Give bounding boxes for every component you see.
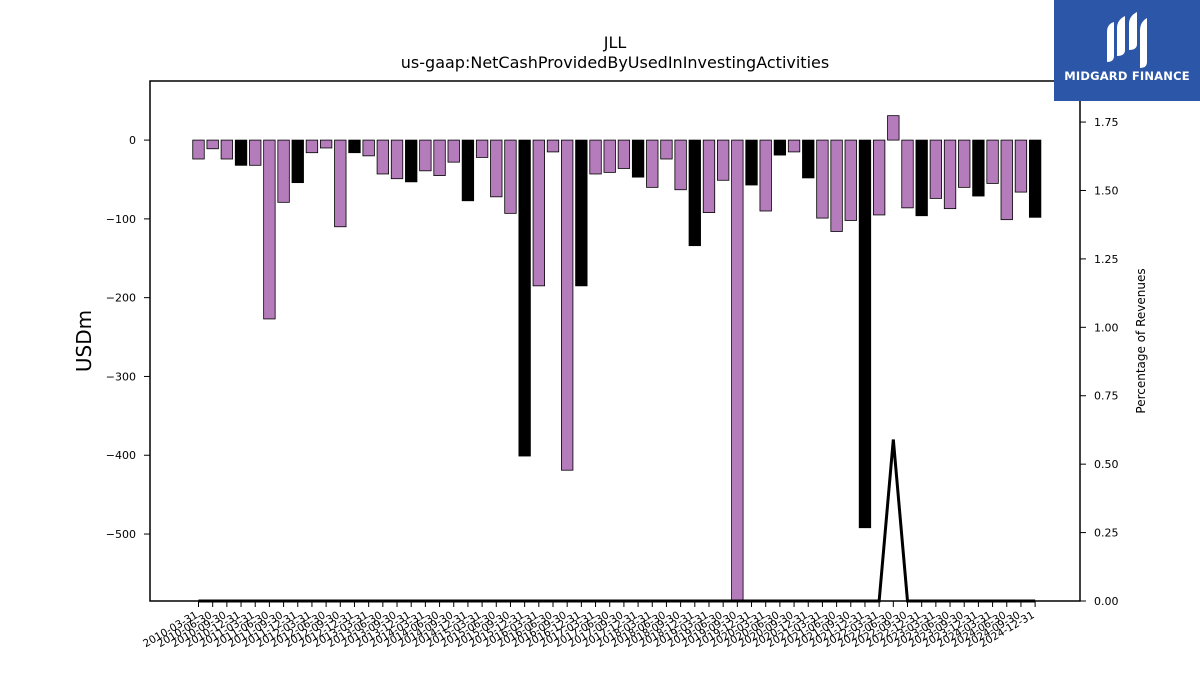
bar-2011-06-30 (263, 139, 276, 320)
bar-2016-03-31 (532, 139, 545, 287)
bar-2016-12-31 (575, 139, 588, 287)
y-tick-label: −200 (106, 292, 136, 305)
bar-2013-09-30 (390, 139, 404, 180)
bar-2022-06-30 (887, 115, 900, 141)
y2-axis: 0.00 0.25 0.50 0.75 1.00 1.25 1.50 1.75 (1080, 116, 1119, 608)
logo-text: MIDGARD FINANCE (1064, 69, 1190, 83)
bar-2017-12-31 (631, 139, 645, 178)
ratio-line (198, 439, 1036, 603)
y-tick-label: −100 (106, 213, 136, 226)
bar-2018-09-30 (674, 139, 687, 191)
bar-2010-09-30 (220, 139, 234, 160)
bar-2020-09-30 (787, 139, 801, 153)
bar-2012-03-31 (305, 139, 319, 154)
bar-2017-03-31 (589, 139, 602, 175)
y2-tick-label: 1.75 (1094, 116, 1119, 129)
bar-2014-09-30 (447, 139, 460, 163)
bar-2015-06-30 (490, 139, 503, 198)
y2-tick-label: 0.00 (1094, 595, 1119, 608)
midgard-finance-logo: MIDGARD FINANCE (1054, 0, 1200, 101)
plot-frame (149, 80, 1081, 602)
bar-2015-12-31 (518, 139, 531, 457)
bar-2018-06-30 (660, 139, 673, 160)
bar-2022-03-31 (872, 139, 886, 216)
bar-2022-12-31 (915, 139, 928, 217)
y-axis-label: USDm (72, 310, 96, 372)
bar-2011-03-31 (249, 139, 262, 166)
bar-2014-12-31 (461, 139, 475, 202)
bar-2019-06-30 (717, 139, 730, 181)
y2-axis-label: Percentage of Revenues (1134, 268, 1148, 413)
bar-2018-03-31 (646, 139, 659, 188)
bar-2019-09-30 (731, 139, 744, 601)
bar-2023-03-31 (929, 139, 943, 199)
chart-title-metric: us-gaap:NetCashProvidedByUsedInInvesting… (401, 53, 829, 72)
bar-2021-09-30 (844, 139, 857, 221)
y-tick-label: −400 (106, 449, 136, 462)
chart-title-company: JLL (603, 33, 627, 52)
bar-2023-12-31 (972, 139, 985, 197)
bar-2014-03-31 (419, 139, 432, 172)
y2-tick-label: 1.00 (1094, 321, 1119, 334)
bar-2010-03-31 (192, 139, 205, 160)
bar-2019-12-31 (745, 139, 758, 186)
y2-tick-label: 0.75 (1094, 390, 1119, 403)
bar-2011-12-31 (291, 139, 304, 184)
y-tick-label: −500 (106, 528, 136, 541)
bar-2010-12-31 (234, 139, 248, 166)
bar-2013-03-31 (362, 139, 375, 157)
bar-2015-09-30 (504, 139, 517, 214)
bar-2024-06-30 (1000, 139, 1013, 221)
bar-2020-12-31 (802, 139, 815, 179)
ratio-line-group (198, 439, 1036, 603)
x-axis: 2010-03-312010-06-302010-09-302010-12-31… (141, 601, 1037, 650)
bar-2010-06-30 (206, 139, 219, 150)
bar-2024-09-30 (1014, 139, 1028, 193)
bar-2013-06-30 (376, 139, 389, 175)
y-axis: 0 −100 −200 −300 −400 −500 (106, 134, 150, 541)
y2-tick-label: 1.25 (1094, 253, 1119, 266)
bar-2019-03-31 (702, 139, 716, 213)
bar-2021-12-31 (858, 139, 872, 529)
bar-2024-12-31 (1028, 139, 1042, 218)
bar-2013-12-31 (405, 139, 418, 183)
bar-2022-09-30 (901, 139, 914, 209)
y-tick-label: 0 (129, 134, 136, 147)
bar-2016-09-30 (561, 139, 574, 471)
bar-2012-12-31 (348, 139, 361, 154)
bar-2020-06-30 (773, 139, 787, 156)
bar-2017-09-30 (617, 139, 631, 169)
bar-2020-03-31 (759, 139, 772, 212)
bar-2012-06-30 (319, 139, 333, 149)
bar-2014-06-30 (433, 139, 446, 176)
bar-2023-09-30 (958, 139, 971, 188)
bar-2016-06-30 (546, 139, 560, 153)
bar-2017-06-30 (603, 139, 616, 173)
bar-2018-12-31 (688, 139, 701, 247)
bar-2021-06-30 (830, 139, 843, 232)
bar-2011-09-30 (277, 139, 290, 203)
bar-2021-03-31 (816, 139, 829, 219)
midgard-logo-icon (1107, 12, 1147, 68)
y-tick-label: −300 (106, 370, 136, 383)
bar-2012-09-30 (334, 139, 347, 228)
y2-tick-label: 1.50 (1094, 184, 1119, 197)
y2-tick-label: 0.50 (1094, 458, 1119, 471)
bar-2024-03-31 (986, 139, 999, 184)
bars-group (192, 115, 1042, 601)
bar-2023-06-30 (943, 139, 957, 210)
bar-2015-03-31 (475, 139, 489, 158)
y2-tick-label: 0.25 (1094, 527, 1119, 540)
